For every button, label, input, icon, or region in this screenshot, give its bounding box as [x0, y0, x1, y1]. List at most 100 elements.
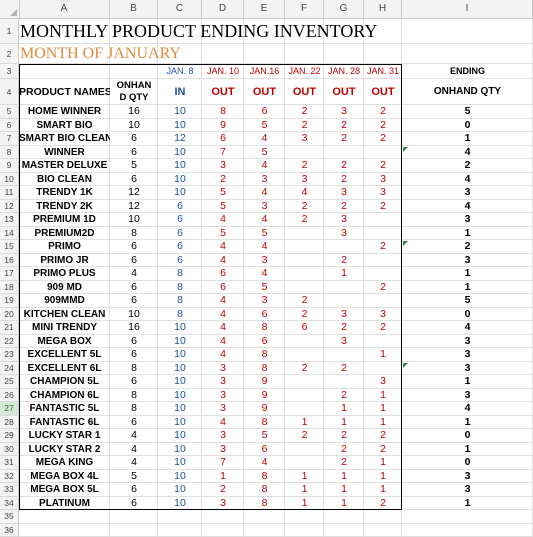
grid-cell[interactable] [110, 510, 158, 524]
comment-indicator[interactable] [403, 363, 408, 368]
grid-cell[interactable] [158, 524, 202, 537]
row-header-31[interactable]: 31 [0, 456, 19, 470]
row-header-5[interactable]: 5 [0, 105, 19, 119]
column-header-d[interactable]: D [202, 0, 244, 18]
row-header-15[interactable]: 15 [0, 240, 19, 254]
row-header-19[interactable]: 19 [0, 294, 19, 308]
grid-cell[interactable] [402, 44, 533, 64]
grid-cell[interactable] [285, 44, 324, 64]
ending-qty[interactable]: 5 [402, 294, 533, 308]
row-header-27[interactable]: 27 [0, 402, 19, 416]
row-header-33[interactable]: 33 [0, 483, 19, 497]
column-header-g[interactable]: G [324, 0, 364, 18]
ending-qty[interactable]: 1 [402, 227, 533, 241]
row-header-8[interactable]: 8 [0, 146, 19, 160]
ending-qty[interactable]: 3 [402, 186, 533, 200]
grid-cell[interactable] [158, 510, 202, 524]
ending-qty[interactable]: 3 [402, 389, 533, 403]
row-header-21[interactable]: 21 [0, 321, 19, 335]
grid-cell[interactable] [244, 510, 285, 524]
ending-qty[interactable]: 1 [402, 267, 533, 281]
ending-qty[interactable]: 4 [402, 146, 533, 160]
row-header-26[interactable]: 26 [0, 389, 19, 403]
grid-cell[interactable] [324, 44, 364, 64]
ending-qty[interactable]: 1 [402, 416, 533, 430]
grid-cell[interactable] [324, 524, 364, 537]
comment-indicator[interactable] [403, 147, 408, 152]
ending-qty[interactable]: 3 [402, 213, 533, 227]
ending-qty[interactable]: 4 [402, 200, 533, 214]
column-header-c[interactable]: C [158, 0, 202, 18]
row-header-20[interactable]: 20 [0, 308, 19, 322]
row-header-11[interactable]: 11 [0, 186, 19, 200]
select-all-corner[interactable] [0, 0, 20, 18]
ending-qty[interactable]: 0 [402, 456, 533, 470]
column-header-h[interactable]: H [364, 0, 402, 18]
ending-qty[interactable]: 3 [402, 470, 533, 484]
ending-qty[interactable]: 4 [402, 321, 533, 335]
row-header-6[interactable]: 6 [0, 119, 19, 133]
row-header-32[interactable]: 32 [0, 470, 19, 484]
row-header-36[interactable]: 36 [0, 524, 19, 537]
grid-cell[interactable] [402, 524, 533, 537]
ending-qty[interactable]: 2 [402, 240, 533, 254]
ending-qty[interactable]: 1 [402, 132, 533, 146]
comment-indicator[interactable] [403, 241, 408, 246]
row-header-16[interactable]: 16 [0, 254, 19, 268]
grid-cell[interactable] [202, 510, 244, 524]
ending-qty[interactable]: 4 [402, 402, 533, 416]
column-header-i[interactable]: I [402, 0, 533, 18]
grid-cell[interactable] [244, 44, 285, 64]
column-header-b[interactable]: B [110, 0, 158, 18]
column-header-a[interactable]: A [19, 0, 110, 18]
grid-cell[interactable] [324, 510, 364, 524]
grid-cell[interactable] [364, 44, 402, 64]
row-header-10[interactable]: 10 [0, 173, 19, 187]
row-header-14[interactable]: 14 [0, 227, 19, 241]
row-header-34[interactable]: 34 [0, 497, 19, 511]
row-header-18[interactable]: 18 [0, 281, 19, 295]
row-header-17[interactable]: 17 [0, 267, 19, 281]
row-header-35[interactable]: 35 [0, 510, 19, 524]
date-header-i[interactable]: ENDING [402, 64, 533, 79]
row-header-7[interactable]: 7 [0, 132, 19, 146]
ending-qty[interactable]: 1 [402, 375, 533, 389]
row-header-9[interactable]: 9 [0, 159, 19, 173]
row-header-3[interactable]: 3 [0, 64, 19, 79]
ending-qty[interactable]: 3 [402, 335, 533, 349]
header-ending-onhand[interactable]: ONHAND QTY [402, 79, 533, 105]
ending-qty[interactable]: 5 [402, 105, 533, 119]
row-header-13[interactable]: 13 [0, 213, 19, 227]
column-header-f[interactable]: F [285, 0, 324, 18]
row-header-24[interactable]: 24 [0, 362, 19, 376]
ending-qty[interactable]: 0 [402, 119, 533, 133]
grid-cell[interactable] [364, 524, 402, 537]
grid-cell[interactable] [110, 524, 158, 537]
grid-cell[interactable] [285, 510, 324, 524]
row-header-23[interactable]: 23 [0, 348, 19, 362]
grid-cell[interactable] [402, 510, 533, 524]
ending-qty[interactable]: 2 [402, 159, 533, 173]
ending-qty[interactable]: 4 [402, 173, 533, 187]
ending-qty[interactable]: 1 [402, 281, 533, 295]
ending-qty[interactable]: 3 [402, 254, 533, 268]
row-header-25[interactable]: 25 [0, 375, 19, 389]
row-header-22[interactable]: 22 [0, 335, 19, 349]
ending-qty[interactable]: 0 [402, 429, 533, 443]
row-header-4[interactable]: 4 [0, 79, 19, 105]
row-header-12[interactable]: 12 [0, 200, 19, 214]
ending-qty[interactable]: 3 [402, 483, 533, 497]
grid-cell[interactable] [19, 510, 110, 524]
grid-cell[interactable] [244, 524, 285, 537]
row-header-28[interactable]: 28 [0, 416, 19, 430]
grid-cell[interactable] [202, 44, 244, 64]
grid-cell[interactable] [364, 510, 402, 524]
row-header-1[interactable]: 1 [0, 19, 19, 44]
grid-cell[interactable] [285, 524, 324, 537]
grid-cell[interactable] [19, 524, 110, 537]
row-header-29[interactable]: 29 [0, 429, 19, 443]
ending-qty[interactable]: 1 [402, 497, 533, 511]
grid-cell[interactable] [202, 524, 244, 537]
grid-cell[interactable] [402, 19, 533, 44]
